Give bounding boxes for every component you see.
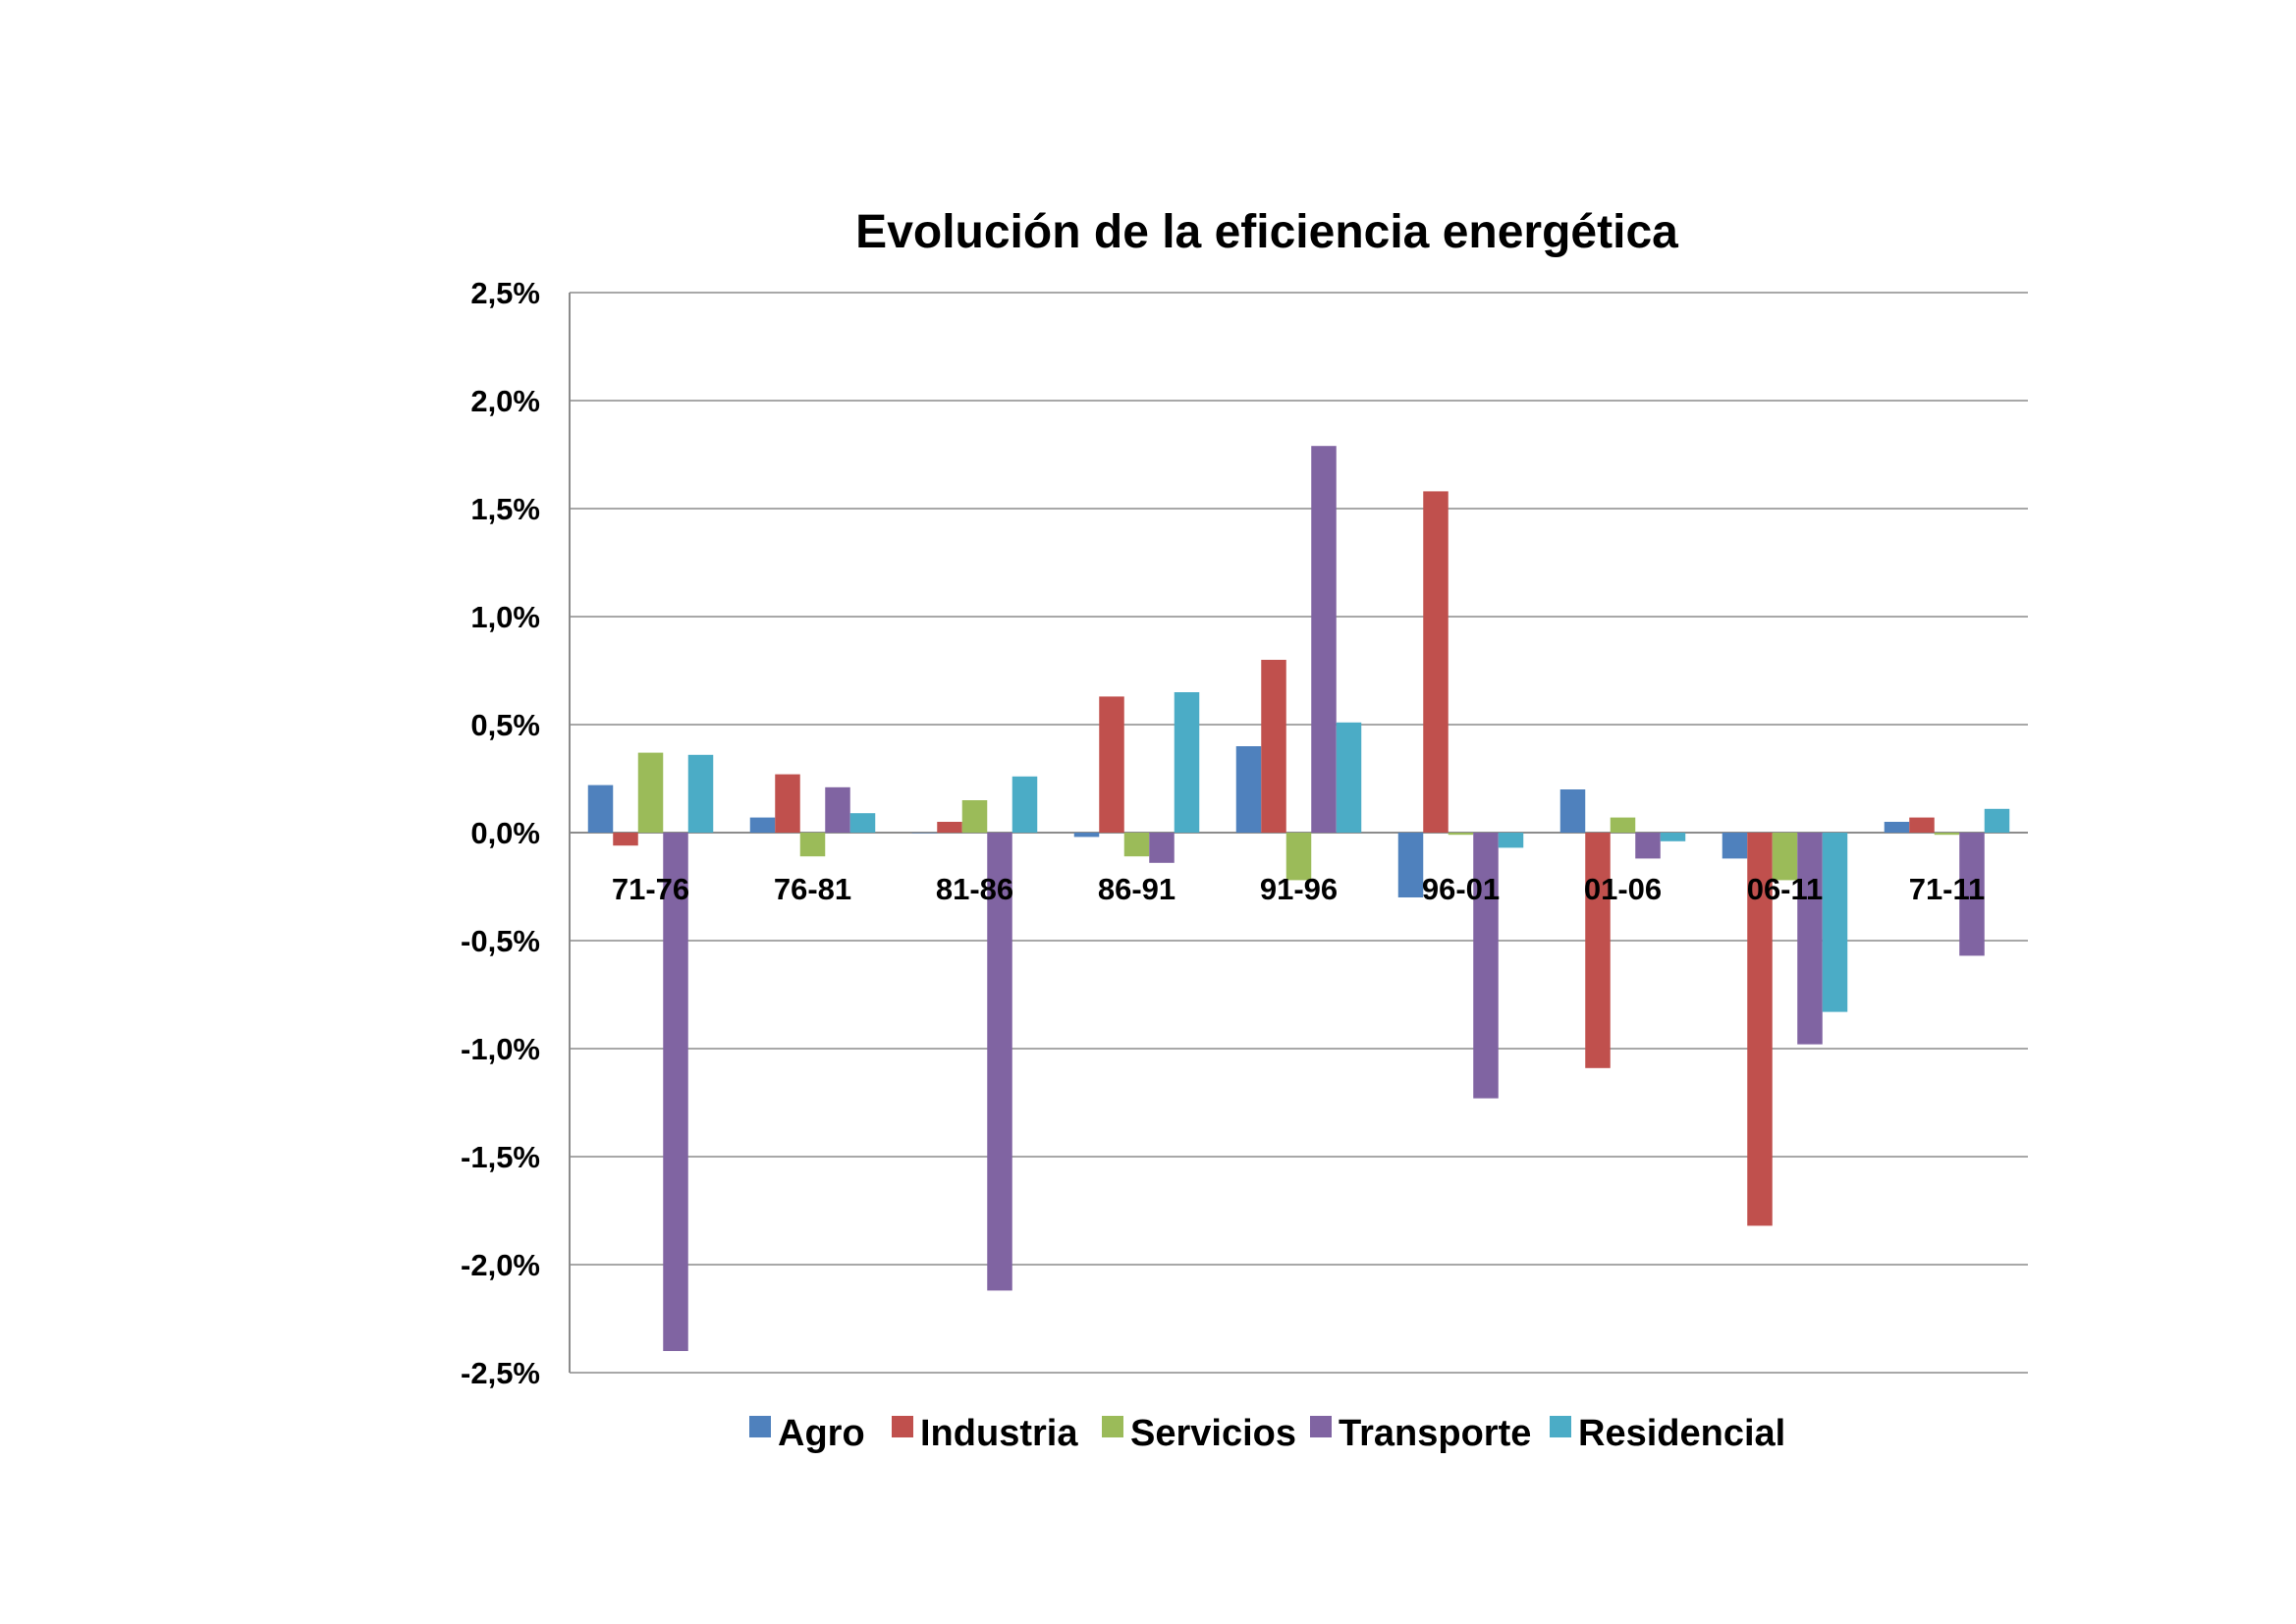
x-tick-label: 91-96 xyxy=(1260,872,1338,906)
bar-residencial-01-06 xyxy=(1660,833,1686,841)
legend-label: Agro xyxy=(778,1413,865,1454)
x-tick-label: 96-01 xyxy=(1422,872,1500,906)
y-axis-ticks: 2,5% 2,0% 1,5% 1,0% 0,5% 0,0% -0,5% -1,0% -1,5% -… xyxy=(461,276,540,1390)
x-tick-label: 71-76 xyxy=(612,872,689,906)
x-tick-label: 06-11 xyxy=(1747,872,1824,906)
bar-servicios-76-81 xyxy=(799,833,826,857)
x-tick-label: 71-11 xyxy=(1909,872,1986,906)
bar-transporte-71-76 xyxy=(663,833,688,1351)
legend-label: Industria xyxy=(920,1413,1078,1454)
bar-industria-76-81 xyxy=(775,774,800,833)
legend-swatch xyxy=(1310,1416,1332,1437)
bar-residencial-91-96 xyxy=(1336,722,1362,833)
legend-item-residencial: Residencial xyxy=(1550,1413,1785,1454)
chart-title: Evolución de la eficiencia energética xyxy=(855,206,1678,258)
bar-servicios-71-11 xyxy=(1934,833,1960,836)
y-tick-label: 2,0% xyxy=(470,384,540,418)
legend-item-servicios: Servicios xyxy=(1102,1413,1296,1454)
bar-transporte-81-86 xyxy=(987,833,1012,1291)
bar-agro-71-11 xyxy=(1884,822,1910,833)
bar-servicios-91-96 xyxy=(1285,833,1312,881)
legend-label: Transporte xyxy=(1339,1413,1531,1454)
bar-residencial-96-01 xyxy=(1498,833,1524,848)
bar-servicios-86-91 xyxy=(1123,833,1150,857)
legend-swatch xyxy=(1102,1416,1123,1437)
bar-servicios-06-11 xyxy=(1772,833,1798,881)
bar-industria-96-01 xyxy=(1423,491,1449,833)
legend-item-agro: Agro xyxy=(749,1413,865,1454)
y-tick-label: -2,0% xyxy=(461,1248,540,1282)
bar-industria-71-11 xyxy=(1909,817,1935,833)
y-tick-label: 0,5% xyxy=(470,708,540,742)
legend-label: Servicios xyxy=(1130,1413,1296,1454)
bar-transporte-06-11 xyxy=(1797,833,1823,1045)
bar-agro-01-06 xyxy=(1559,789,1586,833)
bar-industria-01-06 xyxy=(1585,833,1611,1068)
legend-swatch xyxy=(892,1416,913,1437)
bar-agro-91-96 xyxy=(1235,746,1262,833)
x-tick-label: 81-86 xyxy=(936,872,1013,906)
bar-transporte-71-11 xyxy=(1959,833,1985,956)
x-tick-label: 76-81 xyxy=(774,872,851,906)
y-tick-label: 2,5% xyxy=(470,276,540,310)
bars xyxy=(587,446,2010,1351)
bar-residencial-81-86 xyxy=(1011,776,1038,833)
bar-transporte-96-01 xyxy=(1473,833,1499,1099)
bar-industria-06-11 xyxy=(1747,833,1773,1226)
bar-servicios-71-76 xyxy=(637,752,664,833)
bar-industria-91-96 xyxy=(1261,660,1286,833)
bar-agro-96-01 xyxy=(1397,833,1424,897)
bar-agro-06-11 xyxy=(1722,833,1748,859)
bar-residencial-86-91 xyxy=(1174,692,1200,833)
bar-industria-71-76 xyxy=(613,833,638,846)
legend-label: Residencial xyxy=(1578,1413,1785,1454)
x-axis-ticks: 71-76 76-81 81-86 86-91 91-96 96-01 01-06 06-11… xyxy=(612,872,1985,906)
bar-agro-86-91 xyxy=(1073,833,1100,838)
y-tick-label: -1,5% xyxy=(461,1140,540,1174)
y-tick-label: 1,5% xyxy=(470,492,540,526)
bar-agro-71-76 xyxy=(587,785,614,833)
bar-residencial-71-76 xyxy=(687,754,714,833)
bar-agro-81-86 xyxy=(911,833,938,834)
y-tick-label: -1,0% xyxy=(461,1032,540,1066)
x-tick-label: 01-06 xyxy=(1584,872,1662,906)
bar-residencial-06-11 xyxy=(1822,833,1848,1012)
bar-servicios-96-01 xyxy=(1448,833,1474,836)
y-tick-label: -0,5% xyxy=(461,924,540,958)
bar-industria-81-86 xyxy=(937,822,962,833)
bar-transporte-86-91 xyxy=(1149,833,1175,863)
y-tick-label: 0,0% xyxy=(470,816,540,850)
bar-transporte-01-06 xyxy=(1635,833,1661,859)
legend-swatch xyxy=(749,1416,771,1437)
bar-agro-76-81 xyxy=(749,817,776,833)
bar-industria-86-91 xyxy=(1099,696,1124,833)
y-tick-label: -2,5% xyxy=(461,1356,540,1390)
legend-item-transporte: Transporte xyxy=(1310,1413,1531,1454)
x-tick-label: 86-91 xyxy=(1098,872,1175,906)
y-tick-label: 1,0% xyxy=(470,600,540,634)
bar-residencial-76-81 xyxy=(849,813,876,833)
bar-servicios-81-86 xyxy=(961,800,988,833)
legend-item-industria: Industria xyxy=(892,1413,1078,1454)
bar-residencial-71-11 xyxy=(1984,808,2010,833)
bar-transporte-91-96 xyxy=(1311,446,1337,833)
legend: Agro Industria Servicios Transporte Residenc… xyxy=(749,1413,1785,1454)
bar-transporte-76-81 xyxy=(825,786,850,833)
bar-servicios-01-06 xyxy=(1610,817,1636,833)
legend-swatch xyxy=(1550,1416,1571,1437)
